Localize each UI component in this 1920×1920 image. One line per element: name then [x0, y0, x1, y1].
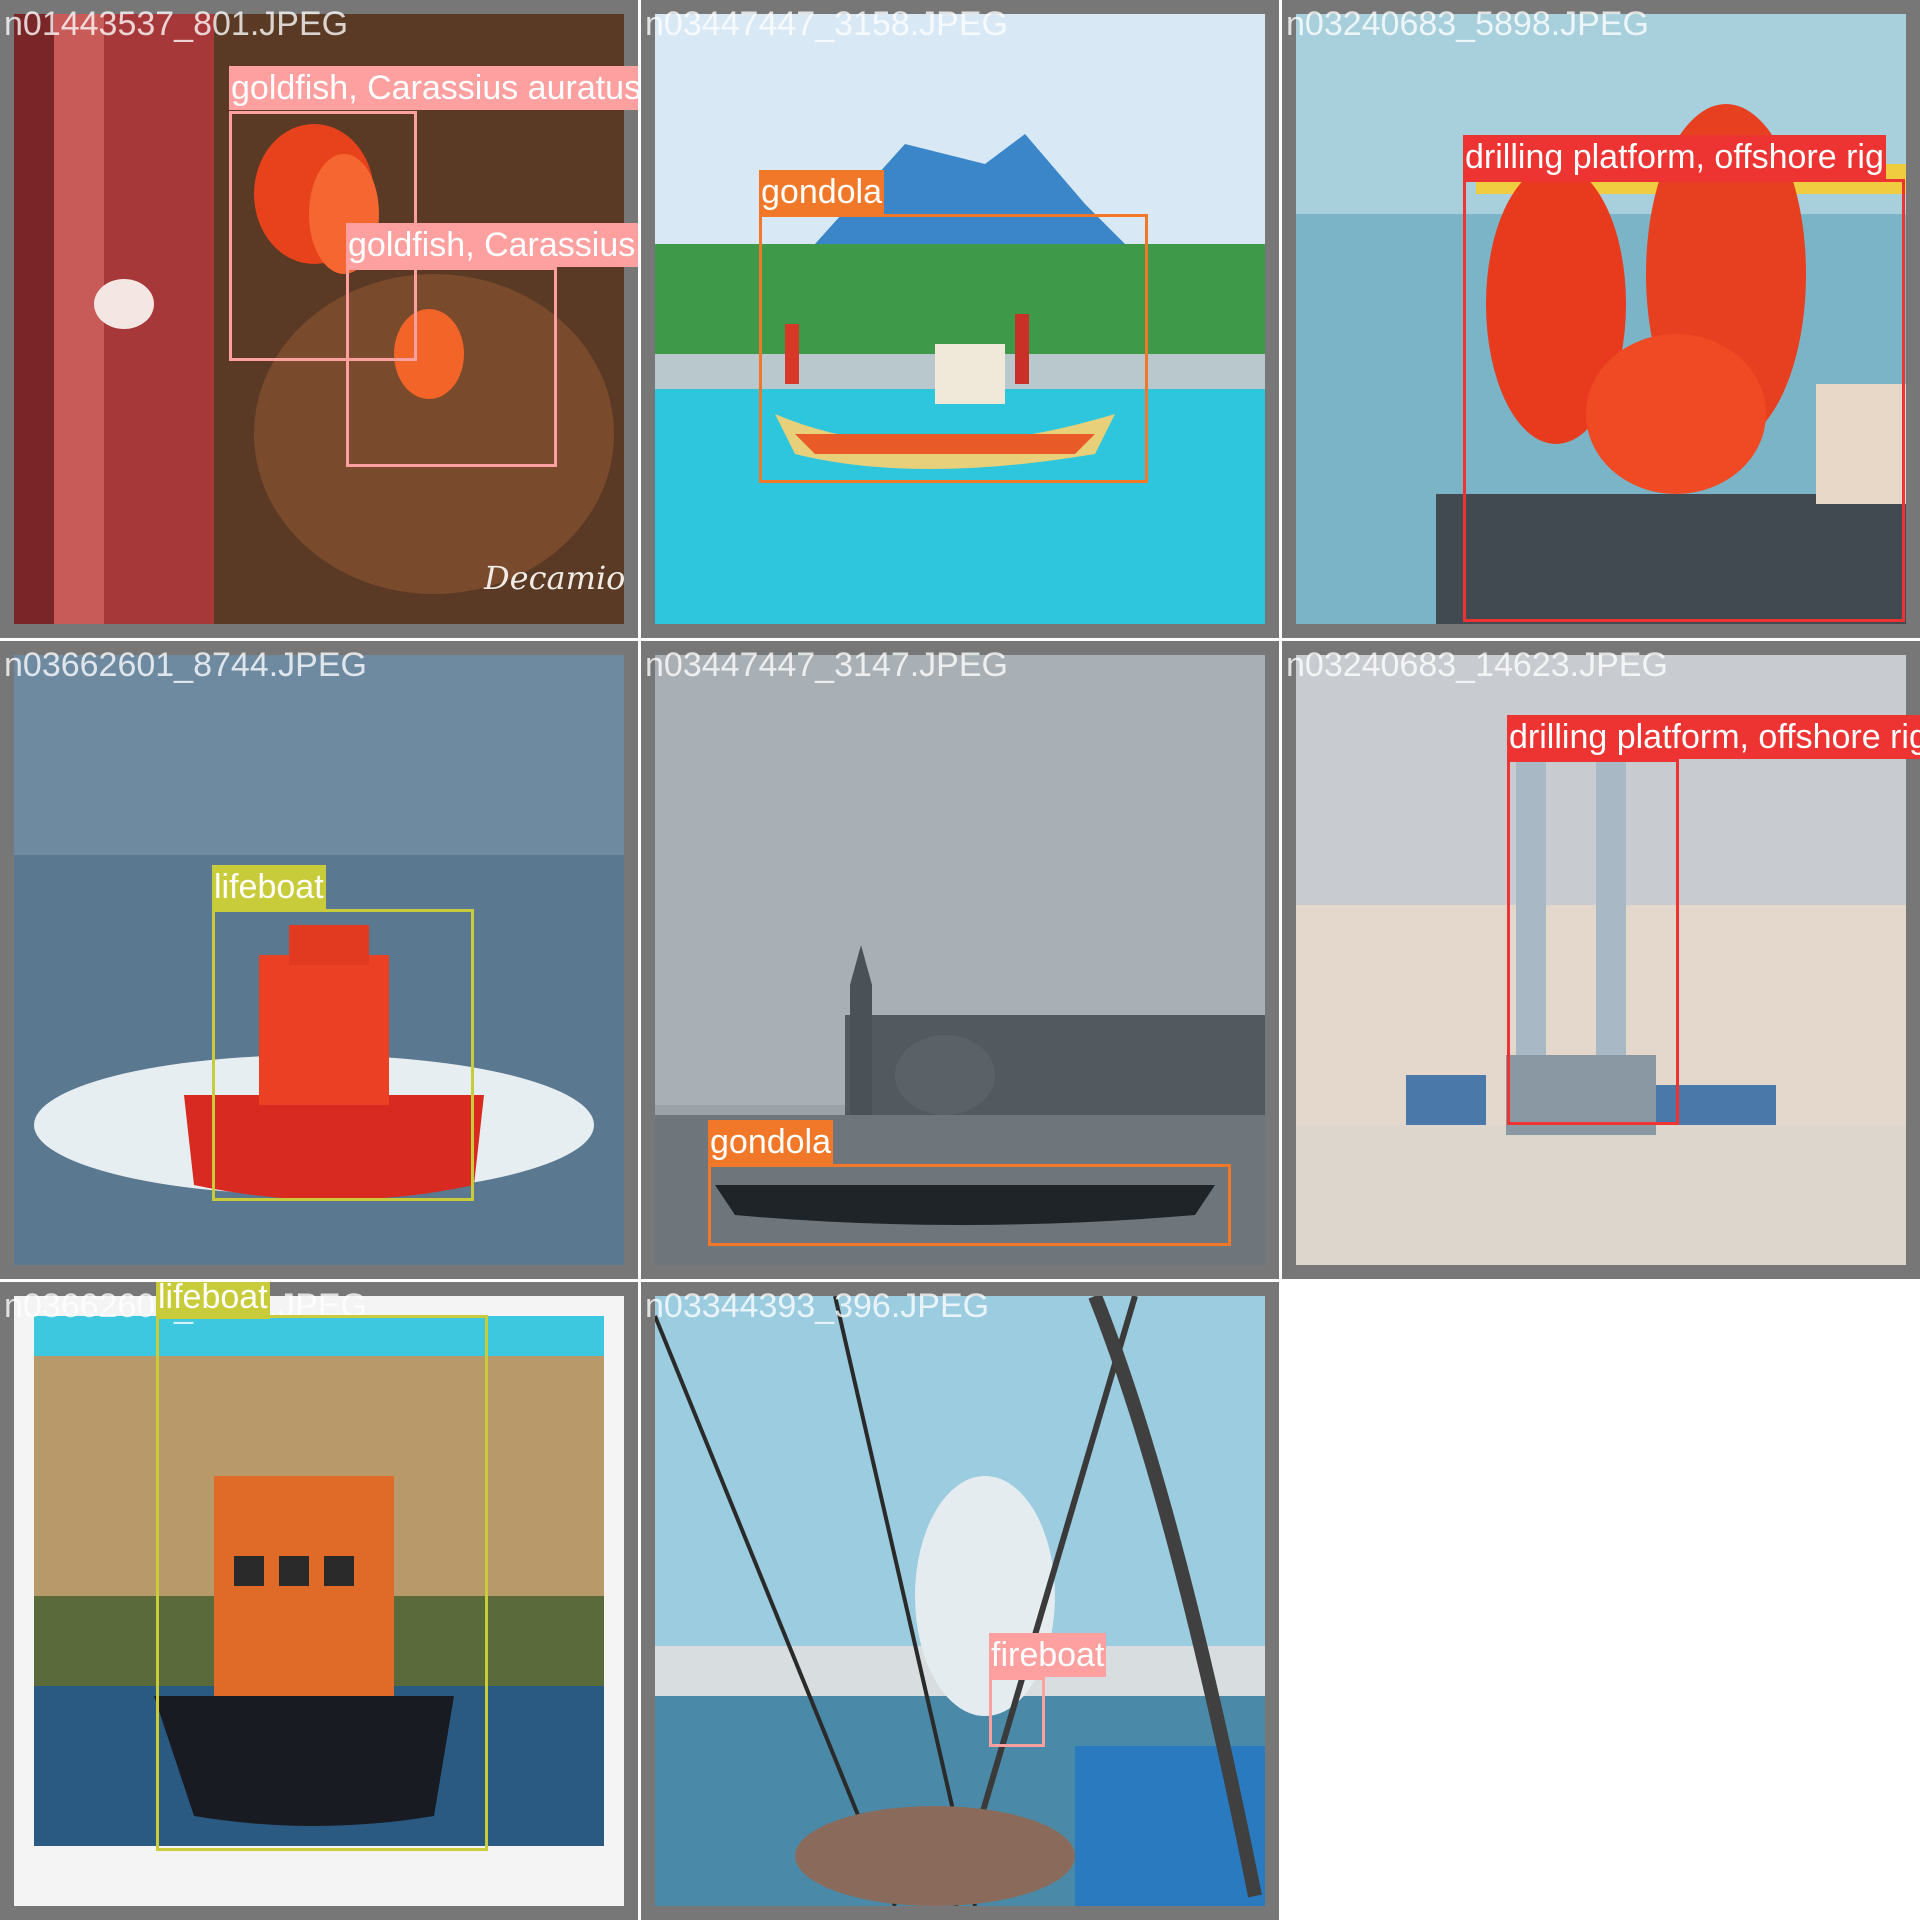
drilling-platform-label: drilling platform, offshore rig	[1463, 135, 1886, 179]
drilling-platform-bounding-box	[1463, 179, 1905, 622]
image-tile-6: n03662601_8615.JPEG lifeboat	[0, 1282, 638, 1920]
image-tile-3: n03662601_8744.JPEG lifeboat	[0, 641, 638, 1279]
gondola-label: gondola	[708, 1120, 834, 1164]
drilling-platform-bounding-box	[1507, 759, 1679, 1125]
fireboat-label: fireboat	[989, 1633, 1107, 1677]
goldfish-label: goldfish, Carassius auratus	[346, 223, 638, 267]
image-tile-2: n03240683_5898.JPEG drilling platform, o…	[1282, 0, 1920, 638]
gondola-island-photo	[655, 14, 1265, 624]
image-tile-0: Decamio n01443537_801.JPEG goldfish, Car…	[0, 0, 638, 638]
image-filename: n03662601_8744.JPEG	[4, 646, 367, 684]
venice-gondola-photo	[655, 655, 1265, 1265]
lifeboat-sea-photo	[14, 655, 624, 1265]
gondola-label: gondola	[759, 170, 885, 214]
lifeboat-label: lifeboat	[156, 1282, 270, 1319]
drilling-platform-label: drilling platform, offshore rig	[1507, 715, 1920, 759]
lifeboat-cliff-photo	[14, 1296, 624, 1906]
rig-workers-photo	[1296, 14, 1906, 624]
gondola-bounding-box	[708, 1164, 1231, 1246]
svg-text:Decamio: Decamio	[483, 559, 624, 597]
image-filename: n03447447_3158.JPEG	[645, 5, 1008, 43]
image-filename: n03240683_5898.JPEG	[1286, 5, 1649, 43]
image-filename: n03240683_14623.JPEG	[1286, 646, 1668, 684]
lifeboat-bounding-box	[212, 909, 474, 1201]
lifeboat-bounding-box	[156, 1315, 488, 1851]
gondola-bounding-box	[759, 214, 1148, 483]
image-tile-7: n03344393_396.JPEG fireboat	[641, 1282, 1279, 1920]
image-tile-1: n03447447_3158.JPEG gondola	[641, 0, 1279, 638]
image-filename: n03447447_3147.JPEG	[645, 646, 1008, 684]
goldfish-photo: Decamio	[14, 14, 624, 624]
goldfish-label: goldfish, Carassius auratus	[229, 66, 638, 110]
fireboat-bounding-box	[989, 1677, 1045, 1747]
image-tile-5: n03240683_14623.JPEG drilling platform, …	[1282, 641, 1920, 1279]
fireboat-harbor-photo	[655, 1296, 1265, 1906]
image-filename: n01443537_801.JPEG	[4, 5, 349, 43]
image-filename: n03344393_396.JPEG	[645, 1287, 990, 1325]
goldfish-bounding-box	[346, 267, 557, 467]
image-tile-4: n03447447_3147.JPEG gondola	[641, 641, 1279, 1279]
lifeboat-label: lifeboat	[212, 865, 326, 909]
